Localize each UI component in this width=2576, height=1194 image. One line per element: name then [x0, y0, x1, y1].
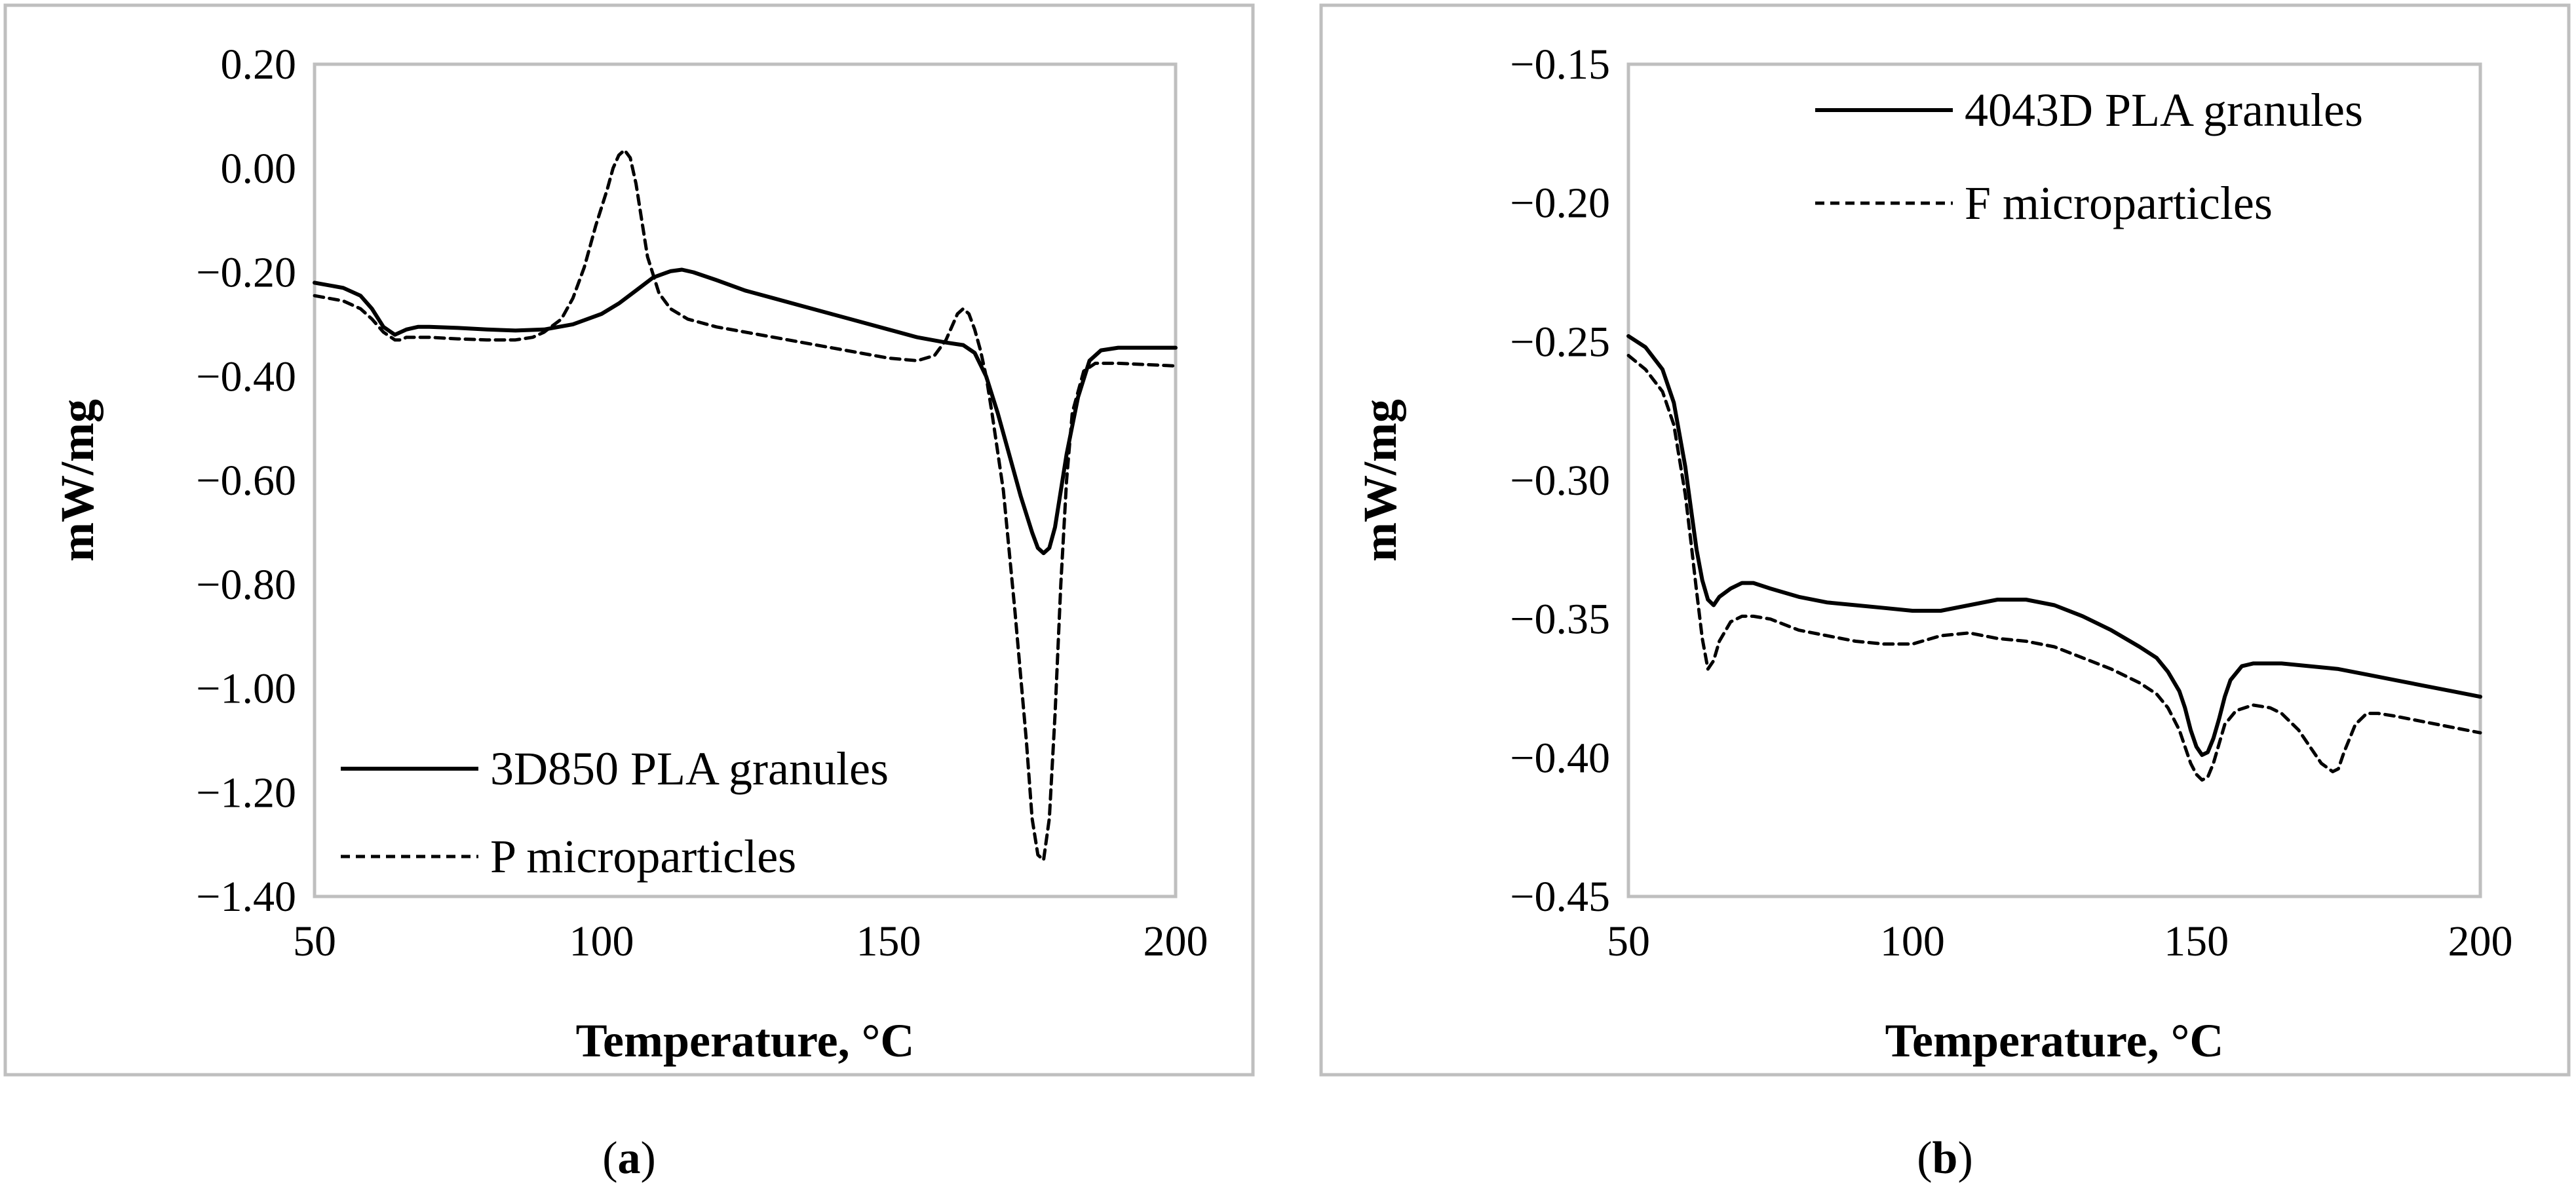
panel-a-legend-label-1: 3D850 PLA granules: [490, 742, 889, 795]
panel-a-y-tick-label: −0.20: [196, 249, 296, 297]
panel-b-series-1-line: [1626, 334, 2482, 758]
panel-a-y-tick-label: 0.20: [221, 41, 297, 88]
panel-a-series-1-line: [313, 267, 1178, 556]
panel-b-caption: (b): [1917, 1133, 1973, 1184]
panel-a-legend-label-2: P microparticles: [490, 830, 796, 883]
panel-a-x-axis-title: Temperature, °C: [576, 1014, 915, 1067]
panel-a: 0.20 0.00 −0.20 −0.40 −0.60 −0.80 −1.00 −1.20 −1…: [3, 3, 1255, 1184]
panel-a-caption: (a): [602, 1133, 656, 1184]
panel-a-x-tick-label: 150: [856, 917, 921, 965]
panel-b-y-tick-label: −0.35: [1510, 596, 1610, 644]
panel-b-x-tick-label: 200: [2448, 917, 2513, 965]
panel-b-x-ticks: 50 100 150 200: [1607, 917, 2513, 965]
panel-a-frame: [3, 3, 1255, 1077]
panel-b-legend-label-1: 4043D PLA granules: [1965, 84, 2363, 136]
panel-a-x-ticks: 50 100 150 200: [293, 917, 1208, 965]
panel-b-x-tick-label: 100: [1880, 917, 1945, 965]
caption-b-letter: b: [1932, 1133, 1958, 1184]
panel-a-x-tick-label: 200: [1144, 917, 1208, 965]
panel-b-y-axis-title: mW/mg: [1354, 399, 1406, 562]
caption-a-letter: a: [618, 1133, 641, 1184]
panel-b-y-tick-label: −0.45: [1510, 873, 1610, 921]
panel-b-legend: 4043D PLA granules F microparticles: [1815, 84, 2363, 229]
panel-b-y-tick-label: −0.30: [1510, 457, 1610, 505]
caption-b-close: ): [1957, 1133, 1972, 1184]
panel-b-y-tick-label: −0.15: [1510, 41, 1610, 88]
panel-a-series-2-line: [313, 148, 1178, 862]
panel-a-x-tick-label: 50: [293, 917, 336, 965]
panel-a-y-tick-label: −0.40: [196, 353, 296, 400]
panel-a-y-tick-label: −1.40: [196, 873, 296, 921]
panel-a-y-tick-label: −0.60: [196, 457, 296, 505]
panel-a-y-tick-label: −0.80: [196, 561, 296, 609]
panel-b-frame: [1319, 3, 2571, 1077]
panel-a-series: [313, 148, 1178, 862]
caption-b-open: (: [1917, 1133, 1932, 1184]
panel-b-y-ticks: −0.15 −0.20 −0.25 −0.30 −0.35 −0.40 −0.45: [1510, 41, 1610, 921]
panel-b: −0.15 −0.20 −0.25 −0.30 −0.35 −0.40 −0.45 50 10…: [1319, 3, 2571, 1184]
panel-b-plot-area: [1626, 62, 2482, 898]
panel-b-x-tick-label: 150: [2164, 917, 2229, 965]
panel-a-y-tick-label: −1.20: [196, 769, 296, 817]
caption-a-close: ): [641, 1133, 656, 1184]
panel-a-y-tick-label: 0.00: [221, 145, 297, 193]
panel-a-y-axis-title: mW/mg: [51, 399, 104, 562]
panel-a-y-tick-label: −1.00: [196, 665, 296, 713]
panel-b-series: [1626, 334, 2482, 782]
panel-b-legend-label-2: F microparticles: [1965, 177, 2273, 229]
panel-b-series-2-line: [1626, 354, 2482, 782]
caption-a-open: (: [602, 1133, 617, 1184]
panel-a-plot-area: [313, 62, 1178, 898]
panel-a-legend: 3D850 PLA granules P microparticles: [341, 742, 889, 883]
panel-b-y-tick-label: −0.40: [1510, 734, 1610, 782]
panel-b-x-tick-label: 50: [1607, 917, 1650, 965]
panel-a-y-ticks: 0.20 0.00 −0.20 −0.40 −0.60 −0.80 −1.00 −1.20 −1…: [196, 41, 296, 921]
panel-a-x-tick-label: 100: [569, 917, 634, 965]
panel-b-y-tick-label: −0.25: [1510, 318, 1610, 366]
panel-b-x-axis-title: Temperature, °C: [1885, 1014, 2224, 1067]
panel-b-y-tick-label: −0.20: [1510, 180, 1610, 227]
